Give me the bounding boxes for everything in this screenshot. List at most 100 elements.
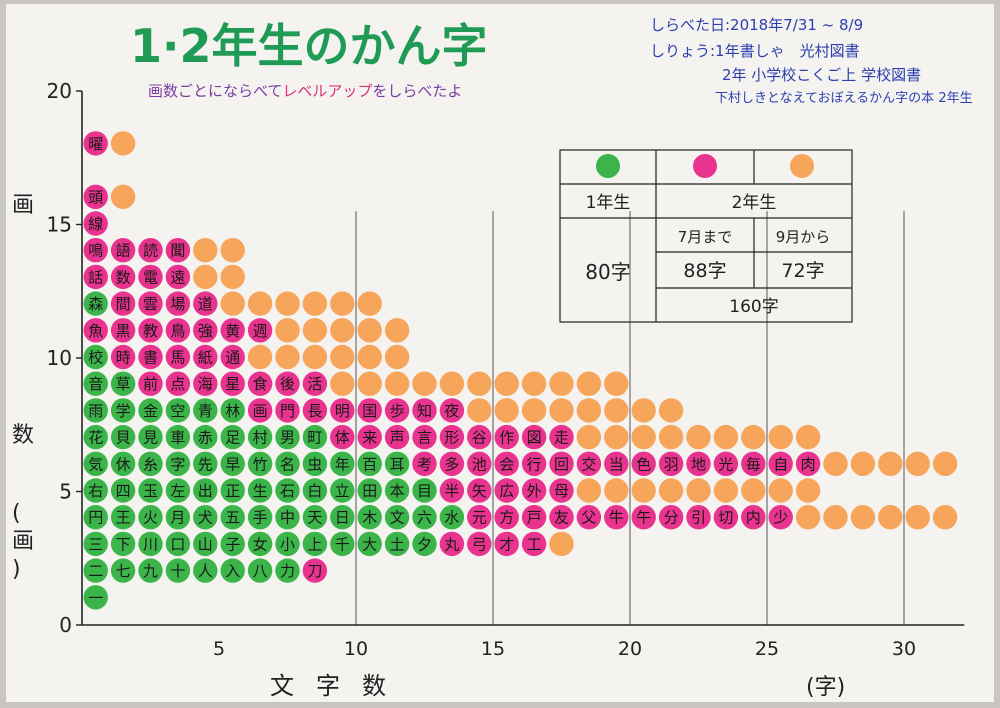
dot-grade2-until-july — [686, 505, 711, 530]
y-tick-label-10: 10 — [47, 346, 72, 370]
kanji-label: 刀 — [307, 562, 322, 580]
dot-grade2-from-sept — [357, 371, 382, 396]
kanji-label: 肉 — [801, 455, 816, 473]
kanji-label: 七 — [116, 562, 131, 580]
dot-grade1 — [83, 291, 108, 316]
dot-grade2-from-sept — [384, 371, 410, 396]
kanji-label: 見 — [143, 429, 158, 447]
dot-grade2-from-sept — [247, 344, 273, 370]
dot-grade1 — [165, 531, 191, 557]
dot-grade2-until-july — [549, 478, 574, 503]
legend-table — [559, 149, 853, 323]
dot-grade1 — [165, 424, 191, 450]
dot-grade2-until-july — [110, 291, 136, 316]
kanji-label: 六 — [417, 509, 432, 527]
kanji-label: 出 — [198, 482, 213, 500]
kanji-label: 強 — [198, 322, 213, 340]
kanji-label: 人 — [198, 562, 213, 580]
kanji-label: 弓 — [472, 535, 487, 553]
kanji-label: 一 — [88, 589, 103, 607]
kanji-label: 月 — [170, 509, 185, 527]
kanji-label: 車 — [170, 429, 185, 447]
legend-swatch-from-sept — [790, 154, 814, 178]
kanji-label: 色 — [636, 455, 651, 473]
dot-grade2-from-sept — [357, 318, 382, 343]
kanji-label: 門 — [280, 402, 295, 420]
dot-grade2-until-july — [604, 451, 629, 476]
dot-grade2-from-sept — [741, 424, 766, 450]
dot-grade2-until-july — [467, 505, 492, 530]
dot-grade2-until-july — [713, 505, 739, 530]
kanji-label: 電 — [143, 268, 158, 286]
legend-count-from-sept: 72字 — [781, 260, 824, 282]
kanji-label: 正 — [225, 482, 240, 500]
kanji-label: 男 — [280, 429, 295, 447]
kanji-label: 考 — [417, 455, 432, 473]
kanji-label: 道 — [198, 295, 213, 313]
dot-grade1 — [412, 531, 437, 557]
dot-grade1 — [302, 531, 328, 557]
kanji-label: 千 — [335, 535, 350, 553]
dot-grade1 — [165, 558, 191, 583]
dot-grade2-until-july — [494, 531, 519, 557]
dot-grade2-from-sept — [110, 131, 136, 156]
kanji-label: 夜 — [444, 402, 459, 420]
dot-grade2-until-july — [138, 291, 163, 316]
dot-grade2-until-july — [220, 318, 245, 343]
kanji-label: 先 — [198, 455, 213, 473]
dot-grade2-until-july — [165, 291, 191, 316]
dot-grade2-from-sept — [549, 398, 574, 423]
dot-grade2-until-july — [275, 398, 300, 423]
kanji-label: 間 — [116, 295, 131, 313]
dot-grade2-from-sept — [631, 398, 656, 423]
kanji-label: 青 — [198, 402, 213, 420]
dot-grade2-from-sept — [467, 398, 492, 423]
info-source-3: 下村しきとなえておぼえるかん字の本 2年生 — [715, 91, 973, 106]
legend-swatch-grade1 — [596, 154, 620, 178]
dot-grade1 — [384, 451, 410, 476]
kanji-label: 黄 — [225, 322, 240, 340]
kanji-label: 魚 — [88, 322, 103, 340]
dot-grade1 — [83, 505, 108, 530]
kanji-label: 母 — [554, 482, 569, 500]
dot-grade2-from-sept — [823, 505, 848, 530]
dot-grade1 — [138, 478, 163, 503]
dot-grade2-from-sept — [713, 478, 739, 503]
kanji-label: 矢 — [472, 482, 487, 500]
dot-grade2-from-sept — [795, 478, 821, 503]
kanji-label: 鳴 — [88, 242, 103, 260]
dot-grade2-until-july — [138, 238, 163, 263]
dot-grade1 — [330, 505, 355, 530]
kanji-label: 書 — [143, 349, 158, 367]
kanji-label: 才 — [499, 535, 514, 553]
dot-grade2-from-sept — [302, 344, 328, 370]
dot-grade2-until-july — [467, 451, 492, 476]
dot-grade2-from-sept — [275, 291, 300, 316]
kanji-label: 羽 — [664, 455, 679, 473]
legend-count-until-july: 88字 — [683, 260, 726, 282]
kanji-label: 音 — [88, 375, 103, 393]
dot-grade2-from-sept — [795, 505, 821, 530]
x-axis-title: 文字数 — [270, 672, 408, 700]
kanji-label: 雲 — [143, 295, 158, 313]
dot-grade2-from-sept — [193, 238, 218, 263]
kanji-label: 右 — [88, 482, 103, 500]
dot-grade1 — [220, 558, 245, 583]
dot-grade2-from-sept — [850, 505, 876, 530]
dot-grade1 — [138, 398, 163, 423]
dot-grade2-until-july — [384, 424, 410, 450]
dot-grade2-until-july — [795, 451, 821, 476]
dot-grade1 — [357, 478, 382, 503]
dot-grade2-from-sept — [330, 291, 355, 316]
dot-grade1 — [193, 505, 218, 530]
dot-grade2-until-july — [521, 505, 547, 530]
kanji-label: 立 — [335, 482, 350, 500]
kanji-label: 工 — [527, 535, 542, 553]
kanji-label: 方 — [499, 509, 514, 527]
dot-grade1 — [138, 424, 163, 450]
dot-grade2-from-sept — [412, 371, 437, 396]
kanji-label: 読 — [143, 242, 158, 260]
legend-row-grade1: 1年生 — [586, 193, 631, 213]
kanji-label: 交 — [581, 455, 596, 473]
kanji-label: 後 — [280, 375, 295, 393]
